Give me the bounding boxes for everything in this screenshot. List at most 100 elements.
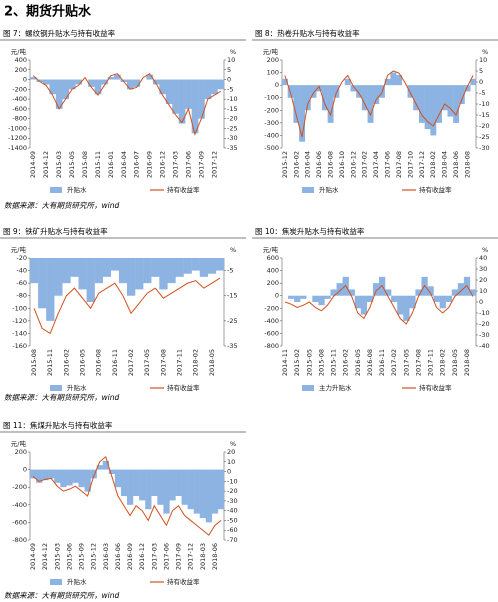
x-tick-label: 2014-09	[29, 543, 37, 570]
bar	[360, 295, 368, 315]
bar	[90, 469, 97, 479]
y2-tick-label: -20	[479, 122, 490, 130]
bar	[430, 85, 437, 136]
x-tick-label: 2016-01	[107, 151, 115, 178]
y2-tick-label: -25	[227, 317, 238, 325]
x-tick-label: 2017-12	[418, 151, 426, 178]
bar	[62, 258, 71, 284]
legend-label: 主力升贴水	[319, 383, 352, 392]
bar	[120, 469, 128, 496]
x-tick-label: 2015-12	[281, 151, 289, 178]
bar	[436, 85, 442, 123]
bar	[321, 85, 328, 111]
x-tick-label: 2016-06	[114, 543, 122, 570]
bar	[54, 469, 61, 483]
bar	[165, 79, 173, 104]
bar	[330, 289, 337, 296]
bar	[372, 283, 380, 296]
bar	[152, 79, 160, 85]
y-tick-label: -400	[264, 131, 279, 139]
y2-tick-label: 10	[227, 56, 235, 64]
bar	[310, 85, 317, 98]
bar	[294, 295, 301, 302]
y2-tick-label: -35	[227, 342, 238, 350]
y-tick-label: -600	[12, 105, 27, 113]
bar	[413, 85, 420, 111]
y2-axis-label: %	[230, 48, 236, 56]
bar	[191, 258, 200, 271]
bar	[207, 258, 217, 274]
chart-title: 图 10：焦炭升贴水与持有收益率	[255, 226, 365, 236]
bar	[397, 295, 404, 315]
y2-axis-label: %	[482, 246, 488, 254]
legend-label: 持有收益率	[167, 185, 200, 194]
bar	[300, 295, 307, 299]
y2-tick-label: 0	[479, 78, 483, 86]
bar	[288, 295, 295, 299]
bar	[55, 79, 63, 109]
x-tick-label: 2018-08	[463, 349, 471, 376]
bar	[133, 79, 141, 87]
y-tick-label: 0	[23, 76, 27, 84]
x-tick-label: 2018-02	[439, 349, 447, 376]
bar	[159, 258, 168, 290]
x-tick-label: 2018-06	[452, 151, 460, 178]
y2-tick-label: -10	[479, 100, 490, 108]
bar	[175, 258, 184, 277]
bar	[198, 79, 205, 119]
y-tick-label: 400	[15, 56, 27, 64]
y2-tick-label: -15	[227, 292, 238, 300]
x-tick-label: 2017-04	[372, 151, 380, 178]
y-tick-label: -300	[264, 119, 279, 127]
bar	[211, 469, 219, 514]
line	[284, 284, 474, 325]
y2-tick-label: 5	[227, 66, 231, 74]
y-tick-label: -1400	[8, 144, 27, 152]
chart-title: 图 8：热卷升贴水与持有收益率	[255, 28, 360, 38]
x-tick-label: 2018-06	[211, 543, 219, 570]
bar	[48, 469, 55, 479]
bar	[75, 79, 82, 85]
x-tick-label: 2016-02	[342, 349, 350, 376]
bar	[145, 469, 152, 510]
x-tick-label: 2016-12	[159, 151, 167, 178]
x-tick-label: 2016-04	[304, 151, 312, 178]
bar	[424, 85, 431, 130]
y-tick-label: -1000	[8, 124, 27, 132]
x-tick-label: 2017-02	[390, 349, 398, 376]
x-tick-label: 2017-08	[414, 349, 422, 376]
bar	[418, 85, 425, 123]
bar	[299, 85, 306, 142]
y2-tick-label: -5	[479, 89, 485, 97]
y2-tick-label: -30	[479, 331, 490, 339]
bar	[193, 469, 200, 514]
y2-tick-label: -40	[479, 342, 490, 350]
bar	[60, 469, 67, 488]
bar	[42, 79, 50, 85]
x-tick-label: 2016-11	[378, 349, 386, 376]
x-tick-label: 2017-06	[384, 151, 392, 178]
chart-title: 图 11：焦煤升贴水与持有收益率	[3, 420, 113, 430]
bar	[205, 469, 213, 523]
bar	[108, 469, 116, 474]
y-tick-label: -600	[264, 329, 279, 337]
y-tick-label: 0	[23, 466, 27, 474]
x-tick-label: 2018-02	[192, 349, 200, 376]
y2-tick-label: 10	[479, 56, 487, 64]
x-tick-label: 2016-09	[126, 543, 134, 570]
x-tick-label: 2016-04	[120, 151, 128, 178]
bar	[84, 469, 91, 492]
y2-tick-label: -20	[227, 115, 238, 123]
x-tick-label: 2018-08	[463, 151, 471, 178]
bar	[78, 258, 87, 290]
y2-axis-label: %	[230, 246, 236, 254]
bar	[62, 79, 69, 100]
legend-swatch	[50, 385, 62, 391]
bar	[175, 469, 182, 496]
x-tick-label: 2018-02	[429, 151, 437, 178]
bar	[46, 258, 55, 321]
bar	[88, 79, 95, 87]
bar	[354, 295, 362, 309]
x-tick-label: 2017-10	[406, 151, 414, 178]
